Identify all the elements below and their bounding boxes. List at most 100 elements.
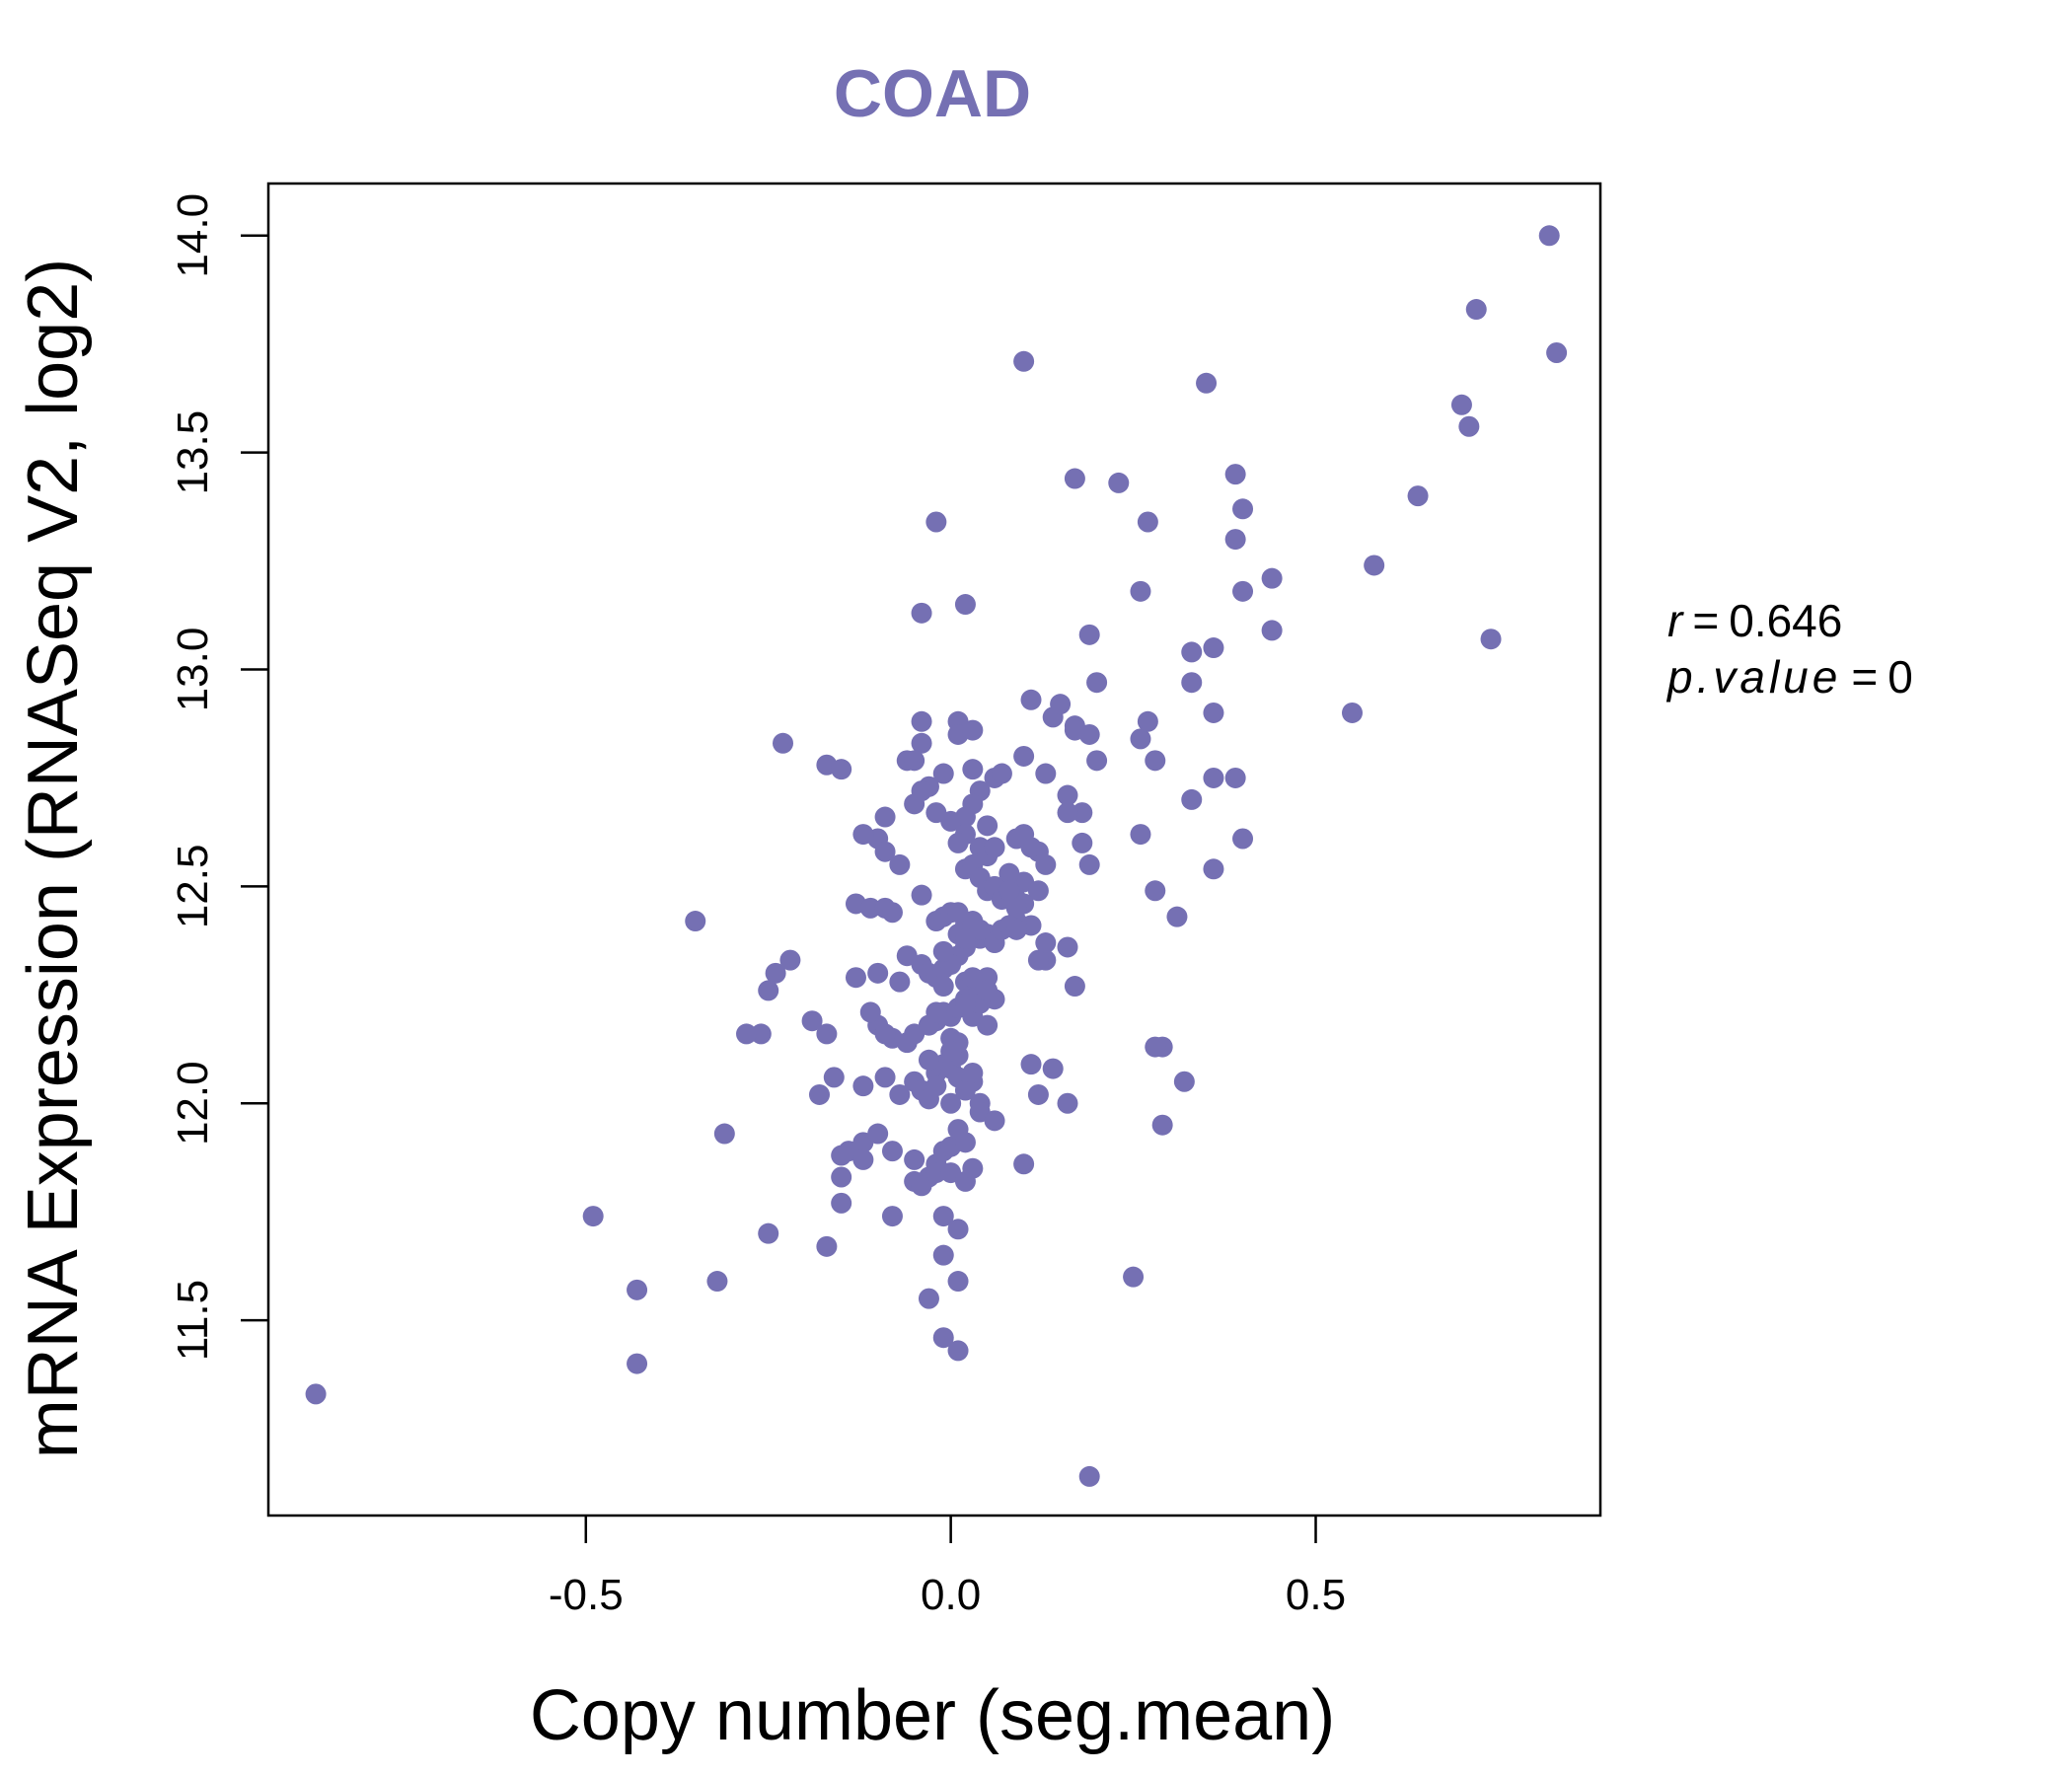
data-point — [1064, 719, 1085, 741]
data-point — [1203, 637, 1224, 659]
y-tick-label: 12.0 — [169, 1061, 217, 1146]
data-point — [852, 824, 874, 846]
data-point — [1480, 629, 1502, 650]
data-point — [962, 1062, 984, 1083]
data-point — [874, 806, 896, 828]
data-point — [1538, 225, 1560, 247]
data-point — [940, 1092, 962, 1114]
data-point — [582, 1206, 604, 1227]
data-point — [1232, 580, 1254, 602]
data-point — [1005, 919, 1027, 940]
data-point — [305, 1383, 327, 1405]
data-point — [1224, 529, 1246, 551]
data-point — [918, 1288, 939, 1309]
data-point — [1166, 906, 1188, 927]
data-point — [874, 841, 896, 862]
data-point — [881, 1206, 903, 1227]
data-point — [947, 1340, 969, 1362]
data-point — [1027, 880, 1049, 902]
r-label: r — [1667, 595, 1684, 646]
data-point — [1086, 672, 1108, 694]
data-point — [859, 1001, 881, 1023]
p-statistic: p.value = 0 — [1665, 651, 1913, 703]
data-point — [627, 1353, 648, 1374]
data-point — [1035, 853, 1057, 875]
data-point — [1123, 1266, 1145, 1288]
data-point — [918, 1049, 939, 1071]
y-axis-label: mRNA Expression (RNASeq V2, log2) — [14, 259, 93, 1458]
data-point — [1196, 372, 1218, 394]
data-point — [1064, 468, 1085, 489]
data-point — [1130, 824, 1151, 846]
chart-title: COAD — [834, 56, 1031, 131]
y-tick-label: 14.0 — [169, 193, 217, 278]
data-point — [1035, 932, 1057, 954]
statistics-annotation: r = 0.646 p.value = 0 — [1665, 595, 1913, 703]
data-point — [1057, 802, 1078, 824]
data-point — [685, 911, 706, 932]
data-point — [1064, 976, 1085, 998]
data-point — [859, 897, 881, 919]
data-point — [932, 976, 954, 998]
data-point — [962, 759, 984, 780]
y-tick-label: 11.5 — [169, 1280, 217, 1361]
data-point — [874, 1067, 896, 1088]
data-point — [947, 832, 969, 853]
data-point — [940, 1040, 962, 1062]
y-tick-label: 13.5 — [169, 410, 217, 495]
data-point — [816, 1235, 838, 1257]
x-tick-label: 0.0 — [921, 1571, 981, 1619]
data-point — [1458, 415, 1480, 437]
data-point — [925, 1001, 947, 1023]
data-point — [932, 1244, 954, 1266]
data-point — [1035, 763, 1057, 784]
data-point — [1203, 858, 1224, 880]
data-point — [1224, 767, 1246, 788]
data-point — [962, 967, 984, 989]
data-point — [1020, 1054, 1042, 1075]
data-point — [1181, 788, 1203, 810]
data-point — [867, 1123, 889, 1145]
data-point — [1137, 511, 1158, 533]
data-point — [932, 1327, 954, 1349]
y-axis: 11.5 12.0 12.5 13.0 13.5 14.0 — [169, 193, 268, 1361]
data-point — [932, 763, 954, 784]
data-point — [947, 1271, 969, 1293]
data-point — [1181, 672, 1203, 694]
y-tick-label: 13.0 — [169, 628, 217, 712]
data-point — [999, 880, 1020, 902]
data-point — [831, 1166, 852, 1188]
data-point — [874, 1023, 896, 1045]
data-point — [1261, 620, 1283, 641]
data-point — [911, 1175, 932, 1197]
data-point — [1151, 1114, 1173, 1136]
data-point — [706, 1271, 728, 1293]
data-point — [845, 967, 866, 989]
data-point — [1341, 702, 1363, 723]
p-label: p.value — [1665, 651, 1841, 703]
data-point — [1020, 689, 1042, 710]
x-tick-label: 0.5 — [1286, 1571, 1346, 1619]
data-point — [750, 1023, 772, 1045]
data-point — [889, 971, 911, 993]
data-point — [932, 1206, 954, 1227]
data-point — [736, 1023, 758, 1045]
data-point — [713, 1123, 735, 1145]
r-value: 0.646 — [1729, 595, 1842, 646]
data-point — [911, 602, 932, 624]
data-point — [925, 1162, 947, 1184]
data-point — [1145, 1036, 1166, 1058]
x-tick-label: -0.5 — [549, 1571, 624, 1619]
data-point — [1364, 555, 1385, 576]
data-point — [867, 962, 889, 984]
data-point — [1013, 350, 1035, 372]
data-point — [1013, 1153, 1035, 1175]
data-point — [1078, 1465, 1100, 1487]
data-point — [1137, 710, 1158, 732]
data-point — [758, 980, 779, 1001]
data-point — [1086, 750, 1108, 772]
data-point — [954, 1132, 976, 1153]
data-point — [627, 1279, 648, 1300]
data-point — [1224, 464, 1246, 485]
